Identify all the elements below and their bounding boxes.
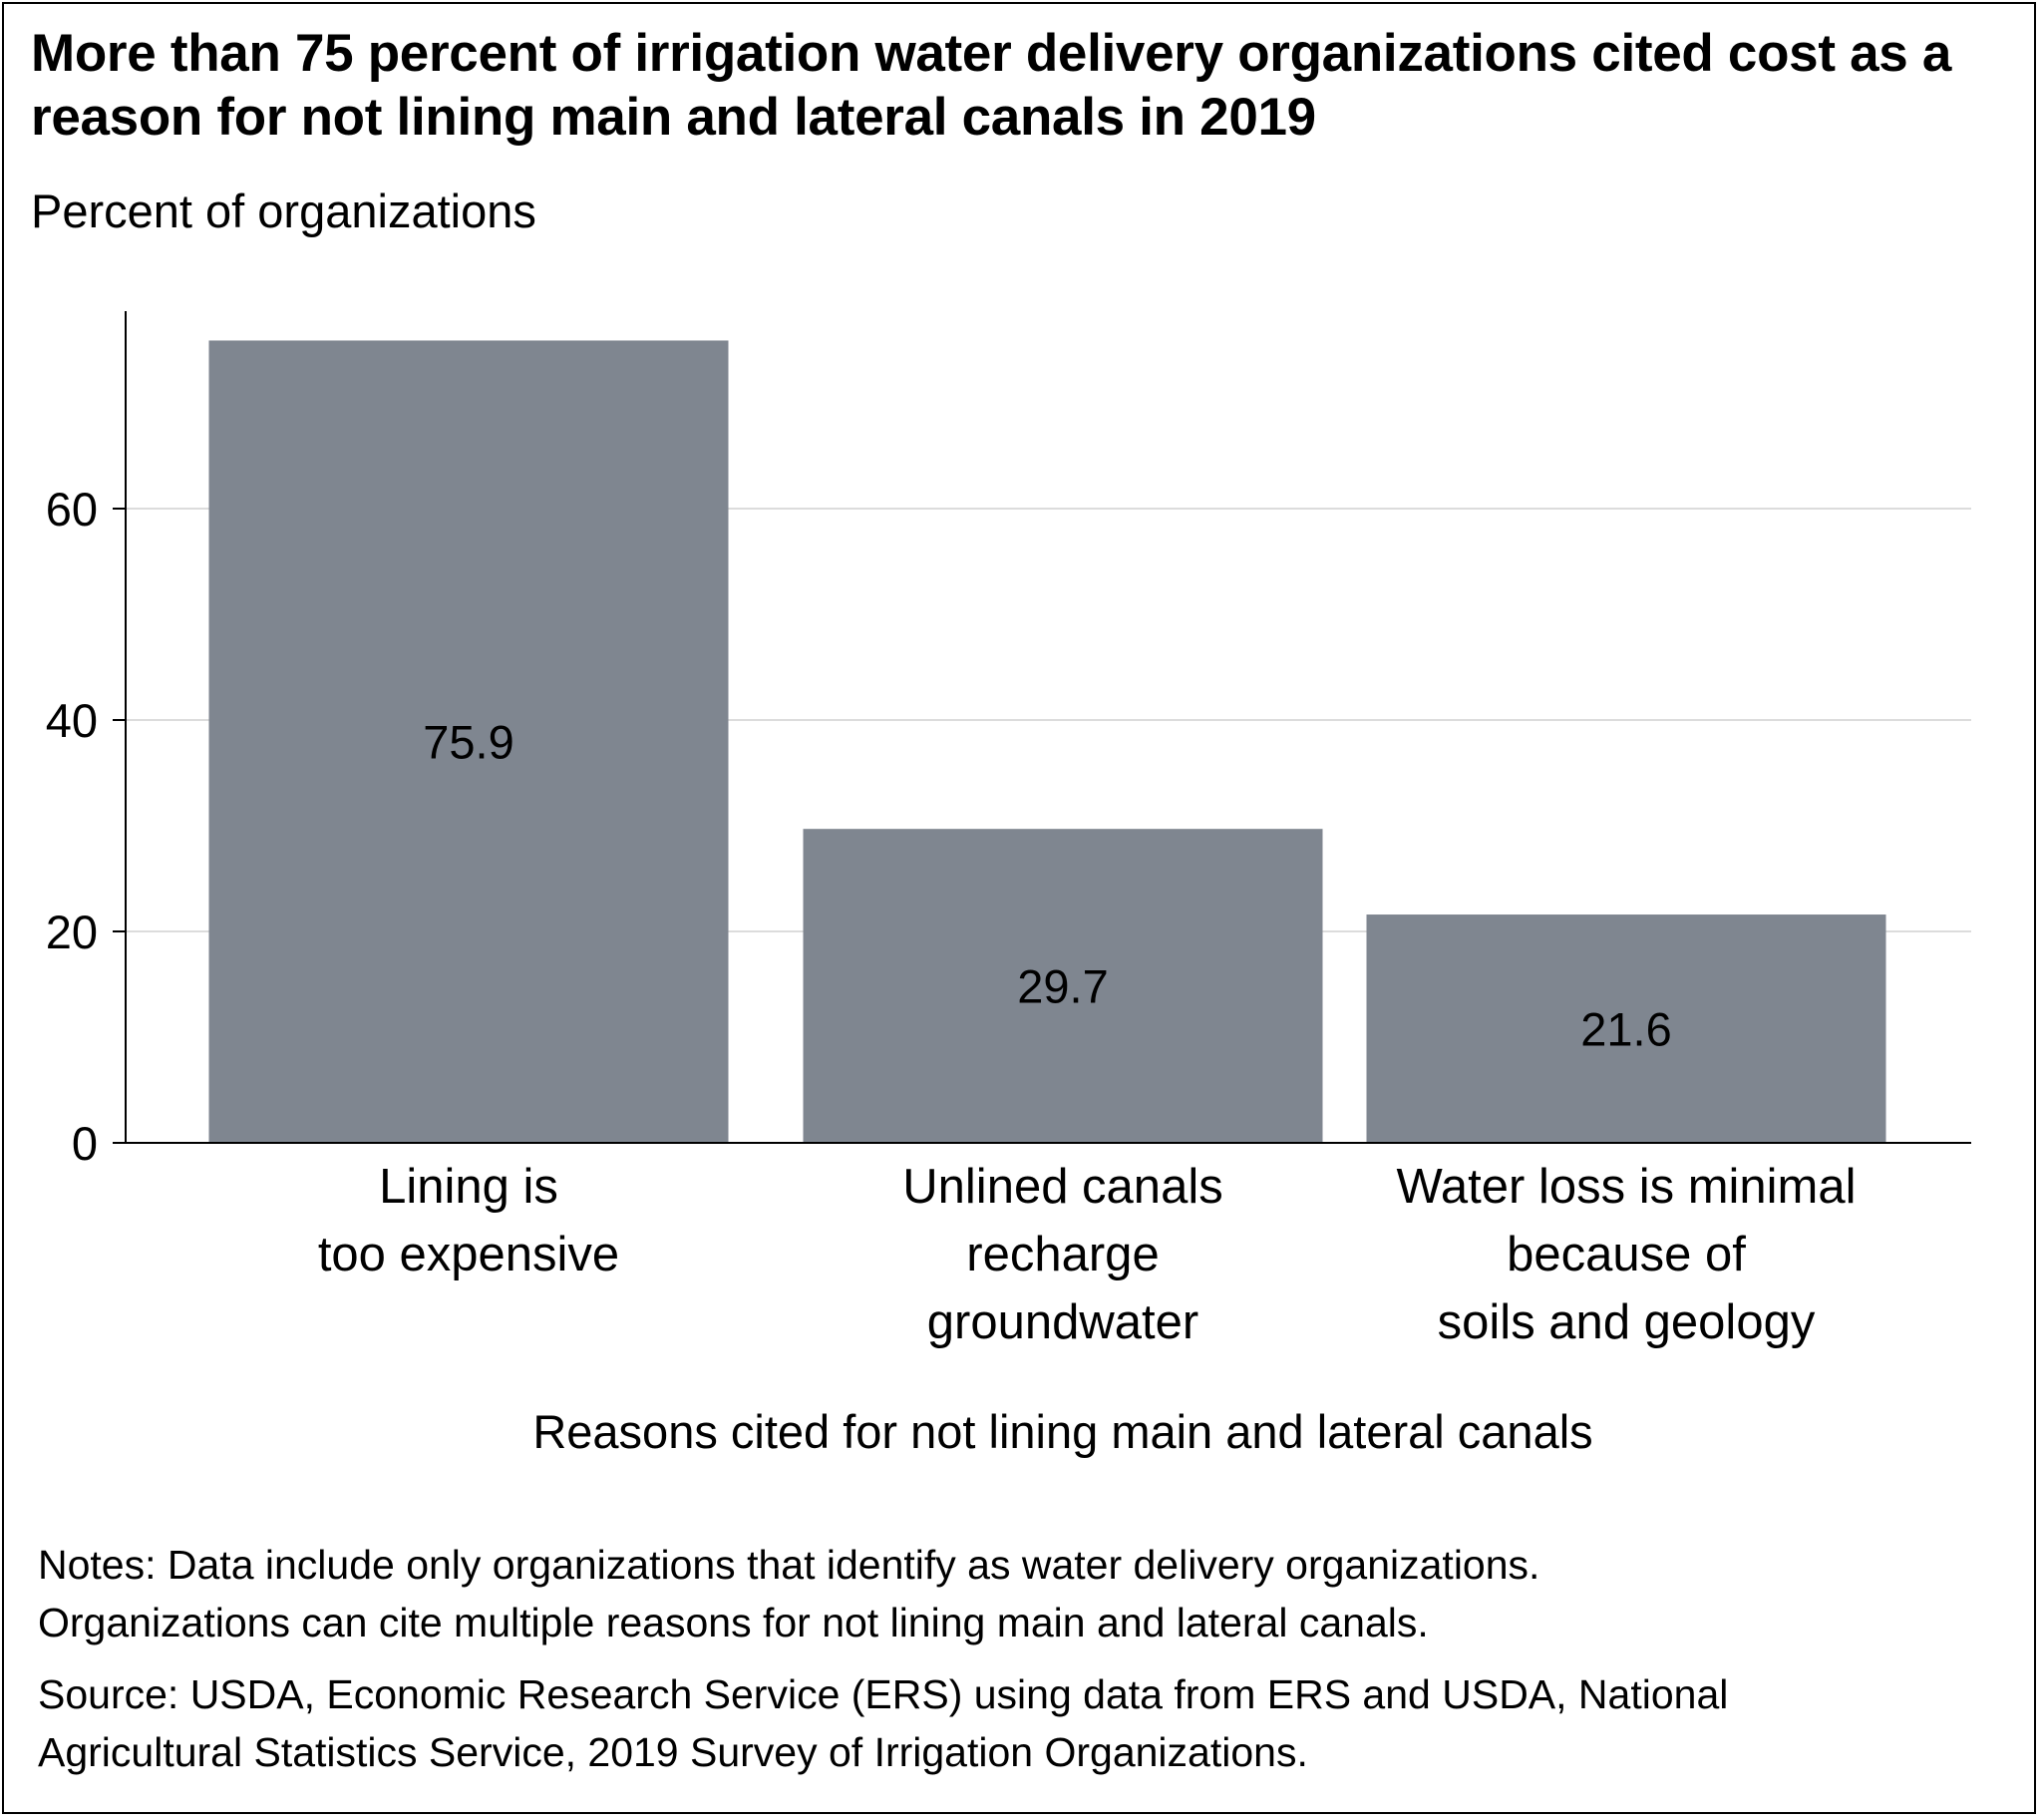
x-tick-label: Unlined canals recharge groundwater [902, 1160, 1222, 1349]
bar [1366, 914, 1886, 1143]
source-line-1: Source: USDA, Economic Research Service … [38, 1671, 1729, 1717]
notes-line-1: Notes: Data include only organizations t… [38, 1542, 1540, 1588]
x-tick-label: Water loss is minimal because of soils and… [1396, 1160, 1856, 1349]
y-axis-label: Percent of organizations [31, 184, 536, 237]
bar [803, 829, 1323, 1143]
chart-title: More than 75 percent of irrigation water… [31, 24, 1952, 147]
y-tick-label: 20 [46, 906, 98, 958]
source-line-2: Agricultural Statistics Service, 2019 Su… [38, 1729, 1308, 1775]
bars [208, 340, 1886, 1144]
y-tick-label: 60 [46, 483, 98, 536]
bar [208, 340, 729, 1144]
x-axis-label: Reasons cited for not lining main and la… [532, 1405, 1592, 1458]
y-tick-label: 0 [72, 1117, 98, 1170]
axes [113, 311, 1971, 1144]
notes-line-2: Organizations can cite multiple reasons … [38, 1600, 1429, 1645]
y-tick-label: 40 [46, 694, 98, 747]
notes: Notes: Data include only organizations t… [38, 1536, 2022, 1651]
bar-value-label: 75.9 [423, 716, 513, 769]
data-labels: 75.9 29.7 21.6 [423, 716, 1671, 1056]
source: Source: USDA, Economic Research Service … [38, 1665, 2022, 1781]
x-tick-label: Lining is too expensive [318, 1160, 619, 1281]
bar-value-label: 29.7 [1017, 960, 1108, 1013]
bar-value-label: 21.6 [1580, 1003, 1671, 1056]
x-tick-labels: Lining is too expensive Unlined canals rech… [318, 1160, 1857, 1349]
y-tick-labels: 0 20 40 60 [46, 483, 98, 1170]
